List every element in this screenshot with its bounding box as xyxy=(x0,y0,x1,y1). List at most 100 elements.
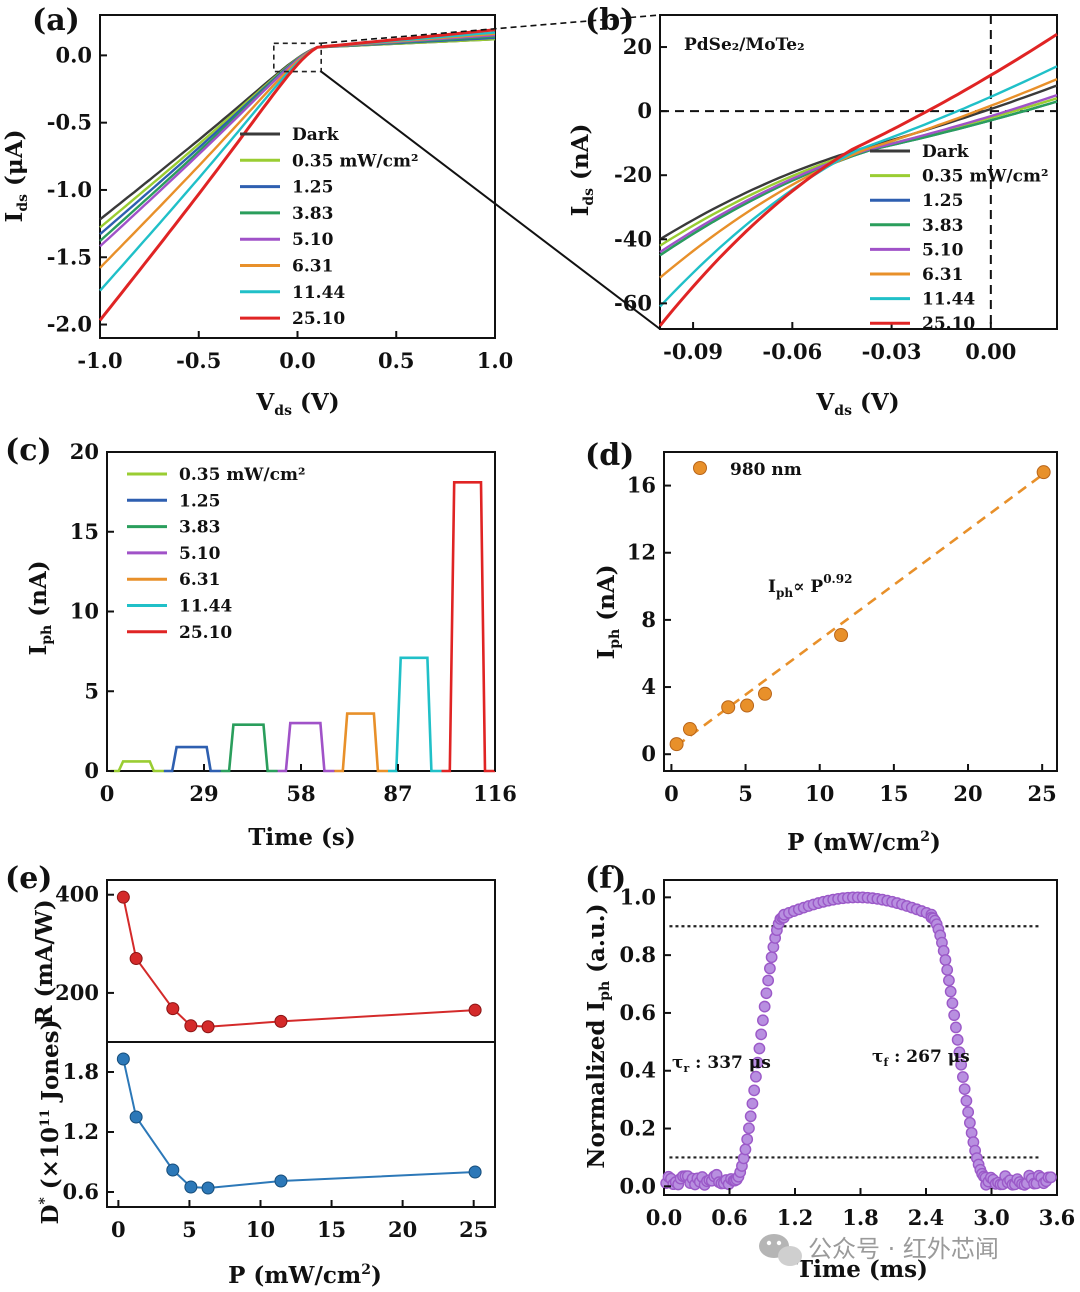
b-legend-label-4: 5.10 xyxy=(922,240,964,260)
f-data-point xyxy=(760,987,773,1000)
b-series-line-7 xyxy=(658,32,1058,327)
d-panel-letter: (d) xyxy=(585,438,634,473)
d-ytick-label: 16 xyxy=(627,473,656,498)
watermark-text: 公众号 · 红外芯闻 xyxy=(808,1235,999,1263)
f-data-point xyxy=(746,1097,759,1110)
c-pulse-5 xyxy=(388,656,442,773)
c-panel-letter: (c) xyxy=(5,433,52,468)
d-ytick-label: 12 xyxy=(627,540,656,565)
f-panel-letter: (f) xyxy=(585,861,626,896)
d-ytick-label: 8 xyxy=(641,607,656,632)
e-panel-letter: (e) xyxy=(5,861,52,896)
e-d-point xyxy=(166,1163,180,1177)
c-ytick-label: 10 xyxy=(70,599,99,624)
a-xaxis-label-sub: ds xyxy=(274,403,292,419)
f-data-point xyxy=(950,1021,962,1034)
f-xaxis-label: Time (ms) xyxy=(796,1256,928,1283)
f-data-point xyxy=(963,1116,976,1129)
e-xaxis-label: P (mW/cm2) xyxy=(228,1262,382,1289)
f-data-point xyxy=(958,1083,971,1095)
e-bottom-plot-frame xyxy=(106,1041,496,1208)
f-data-point xyxy=(953,1046,966,1059)
b-plot-frame xyxy=(659,14,1058,330)
f-data-point xyxy=(962,1106,975,1118)
b-yaxis-label-unit: (nA) xyxy=(567,124,594,188)
c-pulse-2 xyxy=(220,723,278,773)
c-yaxis-label-sub: ph xyxy=(39,625,55,645)
f-data-point xyxy=(943,974,955,987)
f-data-point xyxy=(748,1084,761,1097)
e-xtick-label: 20 xyxy=(388,1217,417,1242)
d-data-point xyxy=(1036,465,1051,480)
c-xaxis-label: Time (s) xyxy=(248,824,356,851)
e-d-label-end: Jones) xyxy=(37,1020,64,1109)
a-legend-label-0: Dark xyxy=(292,125,340,145)
d-legend-label: 980 nm xyxy=(730,460,802,480)
a-legend-label-7: 25.10 xyxy=(292,309,345,329)
e-bottom-ytick-label: 0.6 xyxy=(62,1179,99,1204)
e-xaxis-label-main: P (mW/cm xyxy=(228,1262,361,1289)
panel-f: 0.0 0.6 1.2 1.8 2.4 3.0 3.6 0.0 0.2 0.4 0.6 0.8 1.0 τ… xyxy=(583,861,1075,1283)
zoom-connector-lines xyxy=(320,14,661,330)
a-legend-label-1: 0.35 mW/cm² xyxy=(292,151,418,171)
e-r-point xyxy=(184,1019,198,1033)
zoom-line-bottom xyxy=(320,70,661,330)
f-ytick-label: 0.0 xyxy=(619,1173,656,1198)
e-xtick-label: 15 xyxy=(317,1217,346,1242)
b-yaxis-label-main: I xyxy=(567,206,594,217)
f-rise-time-label: τr : 337 μs xyxy=(672,1053,771,1075)
zoom-line-top xyxy=(321,14,661,45)
b-ytick-label: -20 xyxy=(614,162,652,187)
d-xaxis-label: P (mW/cm2) xyxy=(787,829,941,856)
f-fall-main: τ xyxy=(872,1047,883,1067)
e-r-point xyxy=(274,1014,288,1028)
f-ytick-label: 0.8 xyxy=(619,942,656,967)
b-xtick-label: -0.06 xyxy=(762,339,822,364)
c-legend-label-2: 3.83 xyxy=(179,518,220,538)
d-data-point xyxy=(669,737,684,752)
c-legend-label-5: 11.44 xyxy=(179,597,232,617)
c-yaxis-label-unit: (nA) xyxy=(25,560,52,624)
d-yaxis-label-unit: (nA) xyxy=(593,564,620,628)
c-xtick-label: 87 xyxy=(383,781,412,806)
e-bottom-ytick-label: 1.2 xyxy=(62,1119,99,1144)
e-d-point xyxy=(201,1181,215,1195)
e-d-point xyxy=(116,1052,130,1066)
c-pulse-6 xyxy=(441,481,495,773)
d-powerlaw-annotation: Iph∝ P0.92 xyxy=(768,572,852,600)
a-ytick-label: -1.0 xyxy=(47,177,92,202)
f-xtick-label: 3.0 xyxy=(973,1205,1010,1230)
e-r-point xyxy=(468,1003,482,1017)
d-xtick-label: 20 xyxy=(953,781,982,806)
e-r-point xyxy=(166,1002,180,1016)
f-data-point xyxy=(951,1033,964,1046)
a-legend-label-6: 11.44 xyxy=(292,283,345,303)
a-legend-label-5: 6.31 xyxy=(292,257,333,277)
a-xtick-label: -0.5 xyxy=(176,348,221,373)
e-d-label-sup: 11 xyxy=(38,1109,53,1127)
e-r-point xyxy=(116,890,130,904)
a-yaxis-label-sub: ds xyxy=(15,194,31,212)
b-legend-label-7: 25.10 xyxy=(922,314,975,334)
f-rise-rest: : 337 μs xyxy=(689,1053,771,1073)
c-pulse-0 xyxy=(110,760,164,773)
d-data-point xyxy=(834,628,849,643)
e-xtick-label: 25 xyxy=(459,1217,488,1242)
f-data-point xyxy=(948,1009,961,1022)
f-data-point xyxy=(944,985,957,998)
f-xtick-label: 1.8 xyxy=(842,1205,879,1230)
f-data-point xyxy=(753,1042,766,1055)
e-xtick-label: 0 xyxy=(111,1217,126,1242)
d-xtick-label: 5 xyxy=(738,781,753,806)
f-data-point xyxy=(739,1143,752,1156)
f-data-point xyxy=(755,1028,768,1041)
f-data-point xyxy=(1044,1171,1057,1184)
d-yaxis-label: Iph (nA) xyxy=(593,564,623,659)
f-data-point xyxy=(757,1014,769,1027)
c-xtick-label: 58 xyxy=(286,781,315,806)
a-legend-label-2: 1.25 xyxy=(292,178,333,198)
d-annotation-rest: ∝ P xyxy=(793,577,823,597)
d-annotation-sub: ph xyxy=(776,586,793,600)
